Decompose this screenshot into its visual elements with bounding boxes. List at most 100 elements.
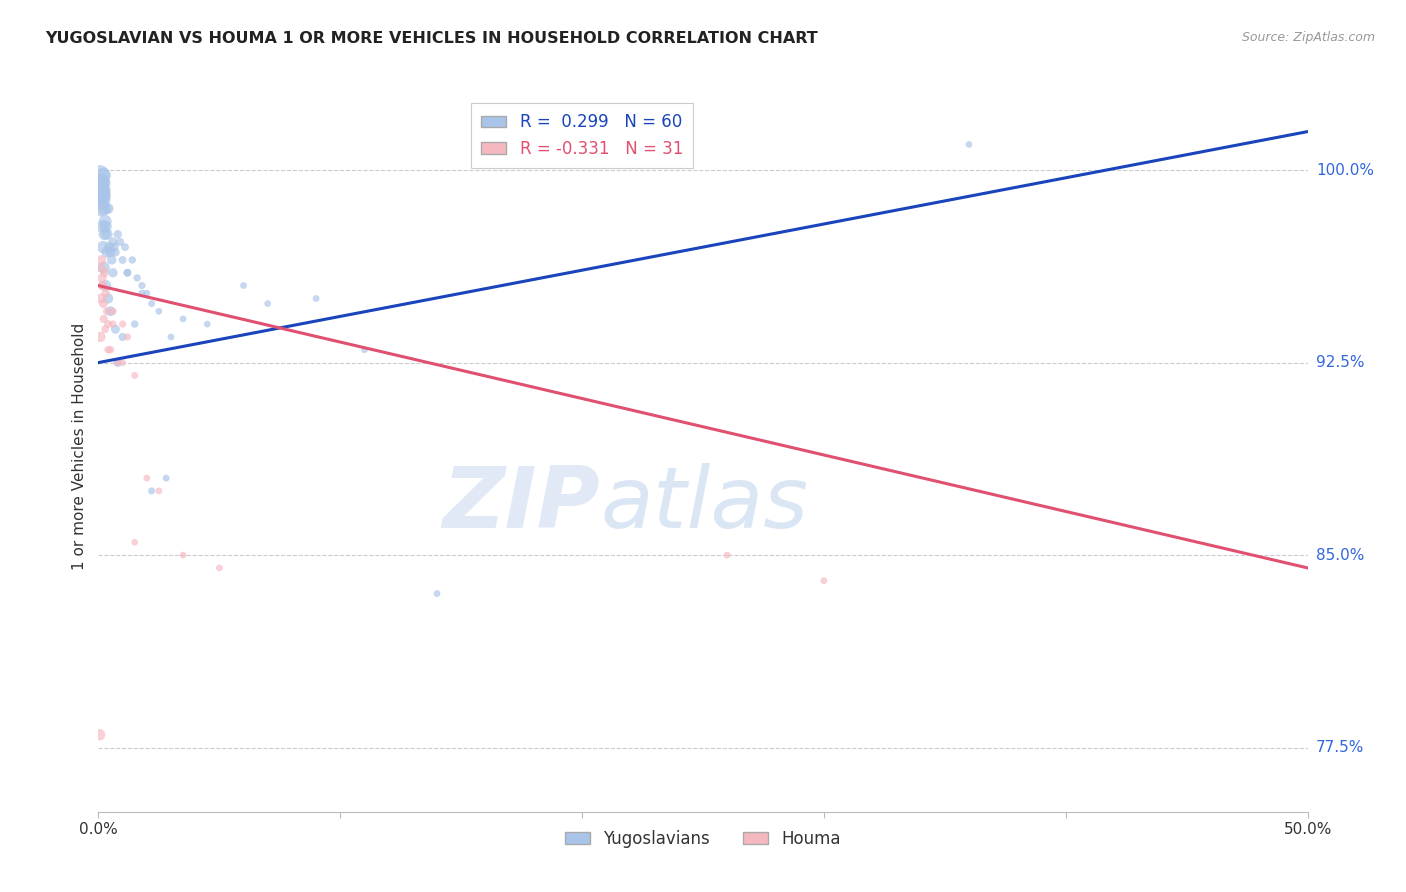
Text: Source: ZipAtlas.com: Source: ZipAtlas.com bbox=[1241, 31, 1375, 45]
Point bbox=[97, 202, 120, 216]
Point bbox=[100, 245, 122, 260]
Point bbox=[124, 535, 146, 549]
Point bbox=[135, 471, 157, 485]
Point bbox=[97, 292, 120, 306]
Point bbox=[91, 184, 114, 198]
Point bbox=[813, 574, 835, 588]
Text: 77.5%: 77.5% bbox=[1316, 740, 1364, 755]
Point bbox=[135, 286, 157, 301]
Point bbox=[93, 188, 115, 202]
Point bbox=[89, 330, 111, 344]
Point bbox=[94, 219, 117, 234]
Point bbox=[90, 184, 112, 198]
Point bbox=[160, 330, 183, 344]
Point bbox=[108, 235, 131, 249]
Point bbox=[208, 561, 231, 575]
Point bbox=[90, 202, 112, 216]
Point bbox=[91, 188, 114, 202]
Point bbox=[93, 312, 115, 326]
Y-axis label: 1 or more Vehicles in Household: 1 or more Vehicles in Household bbox=[72, 322, 87, 570]
Point bbox=[114, 240, 136, 254]
Point bbox=[141, 483, 163, 498]
Point bbox=[148, 304, 170, 318]
Point bbox=[98, 240, 121, 254]
Point bbox=[93, 260, 115, 275]
Point bbox=[100, 252, 122, 267]
Text: 100.0%: 100.0% bbox=[1316, 162, 1374, 178]
Point bbox=[100, 343, 122, 357]
Point bbox=[172, 312, 194, 326]
Point bbox=[117, 330, 139, 344]
Point bbox=[91, 240, 114, 254]
Point bbox=[96, 227, 118, 242]
Point bbox=[91, 278, 114, 293]
Point bbox=[90, 188, 112, 202]
Point bbox=[141, 296, 163, 310]
Point bbox=[96, 304, 118, 318]
Point bbox=[91, 219, 114, 234]
Point bbox=[96, 245, 118, 260]
Point bbox=[93, 227, 115, 242]
Point bbox=[91, 176, 114, 190]
Point bbox=[91, 271, 114, 285]
Point bbox=[101, 317, 124, 331]
Point bbox=[100, 304, 122, 318]
Point bbox=[104, 245, 127, 260]
Legend: Yugoslavians, Houma: Yugoslavians, Houma bbox=[558, 823, 848, 855]
Point bbox=[426, 586, 449, 600]
Point bbox=[94, 278, 117, 293]
Point bbox=[111, 355, 134, 369]
Point bbox=[107, 227, 129, 242]
Point bbox=[91, 296, 114, 310]
Point bbox=[111, 330, 134, 344]
Point bbox=[107, 355, 129, 369]
Point bbox=[131, 278, 153, 293]
Point bbox=[117, 266, 139, 280]
Point bbox=[131, 286, 153, 301]
Point bbox=[101, 304, 124, 318]
Point bbox=[89, 176, 111, 190]
Point bbox=[94, 286, 117, 301]
Point bbox=[89, 168, 111, 182]
Point bbox=[93, 266, 115, 280]
Point bbox=[121, 252, 143, 267]
Point bbox=[111, 317, 134, 331]
Point bbox=[957, 137, 980, 152]
Point bbox=[353, 343, 375, 357]
Point bbox=[101, 235, 124, 249]
Point bbox=[155, 471, 177, 485]
Point bbox=[97, 317, 120, 331]
Point bbox=[232, 278, 254, 293]
Point bbox=[94, 214, 117, 228]
Text: ZIP: ZIP bbox=[443, 463, 600, 546]
Point bbox=[127, 271, 149, 285]
Point bbox=[124, 368, 146, 383]
Text: 92.5%: 92.5% bbox=[1316, 355, 1364, 370]
Point bbox=[117, 266, 139, 280]
Point bbox=[148, 483, 170, 498]
Point bbox=[91, 168, 114, 182]
Point bbox=[90, 292, 112, 306]
Point bbox=[101, 266, 124, 280]
Point bbox=[91, 278, 114, 293]
Point bbox=[103, 240, 125, 254]
Point bbox=[195, 317, 218, 331]
Point bbox=[90, 194, 112, 208]
Point bbox=[90, 260, 112, 275]
Text: 85.0%: 85.0% bbox=[1316, 548, 1364, 563]
Point bbox=[93, 202, 115, 216]
Point bbox=[256, 296, 278, 310]
Text: YUGOSLAVIAN VS HOUMA 1 OR MORE VEHICLES IN HOUSEHOLD CORRELATION CHART: YUGOSLAVIAN VS HOUMA 1 OR MORE VEHICLES … bbox=[45, 31, 818, 46]
Point bbox=[107, 355, 129, 369]
Point bbox=[111, 252, 134, 267]
Point bbox=[716, 548, 738, 562]
Point bbox=[104, 322, 127, 336]
Point bbox=[124, 317, 146, 331]
Point bbox=[90, 252, 112, 267]
Point bbox=[305, 292, 328, 306]
Point bbox=[94, 322, 117, 336]
Point bbox=[90, 176, 112, 190]
Point bbox=[172, 548, 194, 562]
Text: atlas: atlas bbox=[600, 463, 808, 546]
Point bbox=[97, 343, 120, 357]
